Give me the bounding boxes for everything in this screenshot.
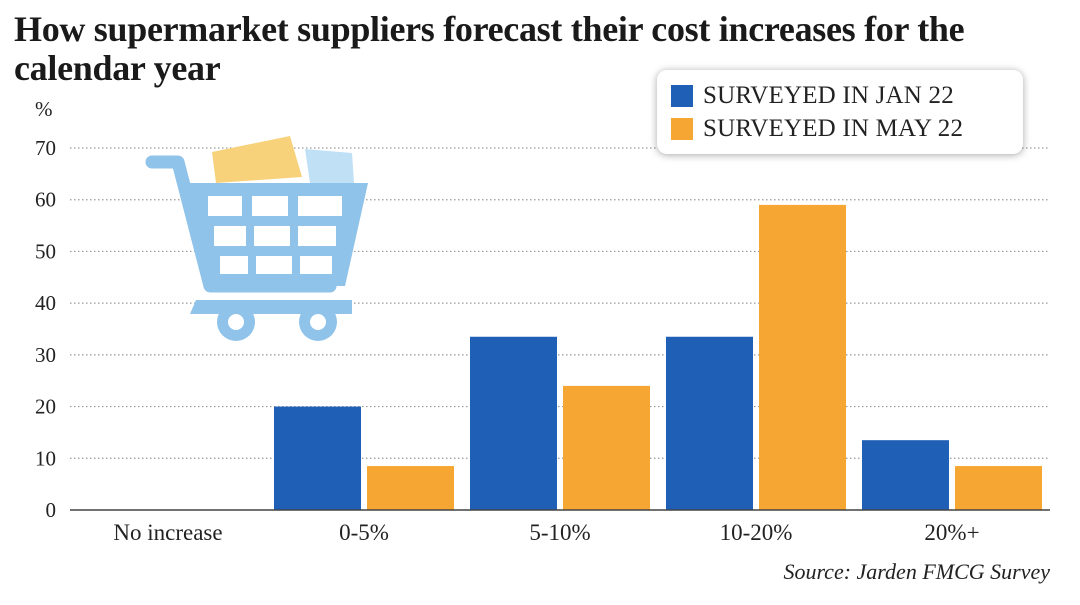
y-tick-label: 0 xyxy=(46,498,57,522)
legend-swatch-jan xyxy=(671,84,693,107)
x-category-label: No increase xyxy=(113,520,222,545)
y-tick-label: 50 xyxy=(35,239,56,263)
chart-title: How supermarket suppliers forecast their… xyxy=(14,9,965,88)
y-tick-label: 60 xyxy=(35,188,56,212)
bar-jan xyxy=(470,336,557,510)
legend-item-jan: SURVEYED IN JAN 22 xyxy=(671,79,1023,112)
x-category-label: 5-10% xyxy=(529,520,590,545)
y-axis-unit: % xyxy=(35,97,53,121)
y-tick-label: 40 xyxy=(35,291,56,315)
cart-box-blue-icon xyxy=(305,149,354,183)
y-tick-label: 20 xyxy=(35,395,56,419)
shopping-cart-icon xyxy=(145,136,368,341)
y-tick-labels: 0 10 20 30 40 50 60 70 xyxy=(35,136,56,522)
source-note: Source: Jarden FMCG Survey xyxy=(783,559,1050,584)
bar-may xyxy=(367,466,454,510)
bars xyxy=(274,204,1042,510)
y-tick-label: 70 xyxy=(35,136,56,160)
x-category-labels: No increase 0-5% 5-10% 10-20% 20%+ xyxy=(113,520,979,545)
bar-may xyxy=(759,204,846,510)
legend-label-jan: SURVEYED IN JAN 22 xyxy=(703,81,954,109)
y-tick-label: 30 xyxy=(35,343,56,367)
x-category-label: 0-5% xyxy=(339,520,389,545)
bar-jan xyxy=(862,440,949,510)
bar-may xyxy=(955,466,1042,510)
legend-item-may: SURVEYED IN MAY 22 xyxy=(671,112,1023,145)
legend-label-may: SURVEYED IN MAY 22 xyxy=(703,114,964,142)
bar-jan xyxy=(666,336,753,510)
y-tick-label: 10 xyxy=(35,446,56,470)
cart-box-yellow-icon xyxy=(212,136,302,183)
x-category-label: 20%+ xyxy=(924,520,979,545)
legend: SURVEYED IN JAN 22 SURVEYED IN MAY 22 xyxy=(657,70,1023,154)
bar-jan xyxy=(274,406,361,510)
bar-may xyxy=(563,385,650,510)
x-category-label: 10-20% xyxy=(720,520,793,545)
legend-swatch-may xyxy=(671,117,693,140)
